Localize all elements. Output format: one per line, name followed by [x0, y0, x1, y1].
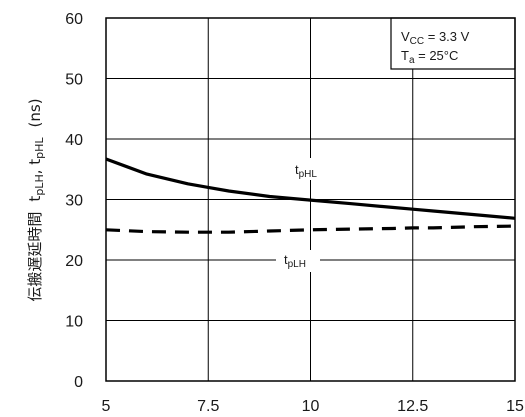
y-tick-label: 40: [65, 132, 83, 149]
conditions-box: VCC = 3.3 V Ta = 25°C: [391, 18, 515, 69]
series-label-tphl: tpHL: [284, 158, 330, 180]
x-tick-label: 5: [102, 398, 111, 415]
x-tick-label: 12.5: [397, 398, 428, 415]
y-tick-label: 50: [65, 72, 83, 89]
y-tick-labels: 0 10 20 30 40 50 60: [65, 11, 83, 391]
x-tick-label: 10: [302, 398, 320, 415]
series-label-tplh: tpLH: [276, 250, 320, 272]
y-tick-label: 0: [74, 374, 83, 391]
y-tick-label: 20: [65, 253, 83, 270]
y-tick-label: 30: [65, 193, 83, 210]
x-tick-label: 15: [506, 398, 524, 415]
x-tick-label: 7.5: [197, 398, 219, 415]
y-tick-label: 60: [65, 11, 83, 28]
y-tick-label: 10: [65, 314, 83, 331]
y-axis-label: 伝搬遅延時間tpLH, tpHL(ns): [26, 98, 46, 301]
x-tick-labels: 5 7.5 10 12.5 15: [102, 398, 524, 415]
